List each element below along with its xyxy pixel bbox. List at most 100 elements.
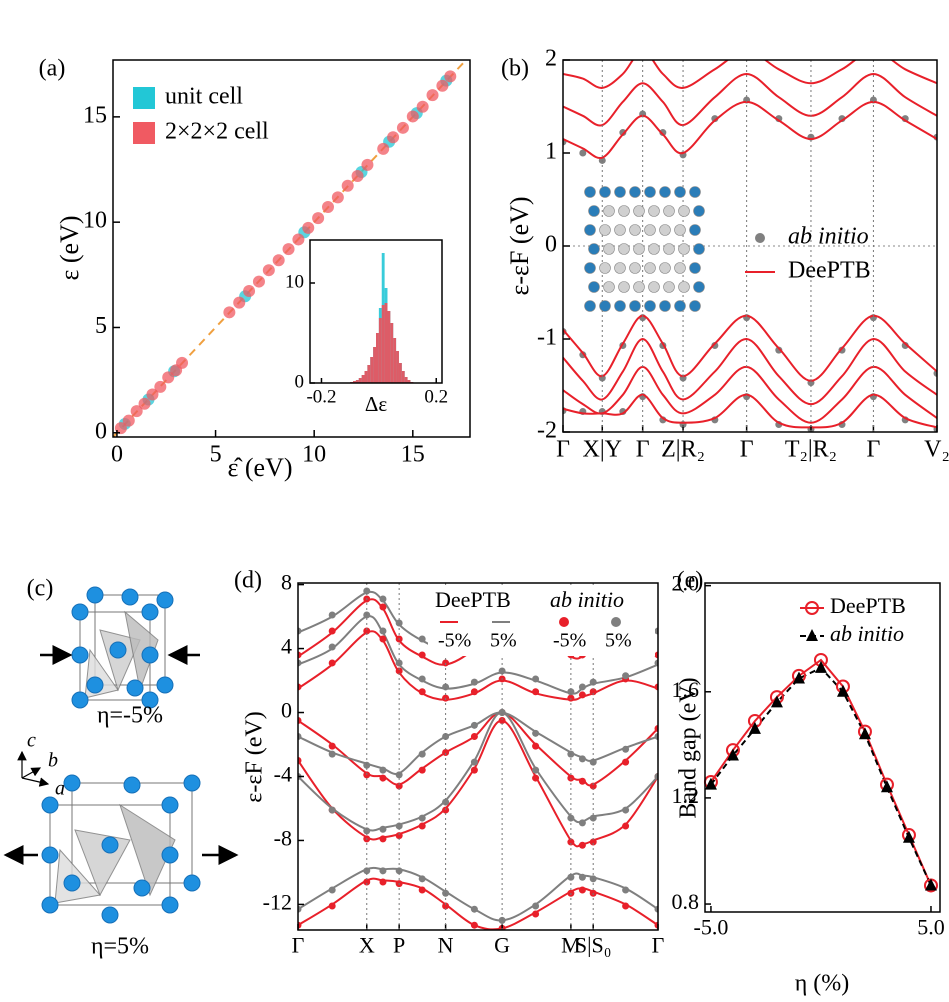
band-line (298, 877, 658, 930)
x-tick-label: 10 (302, 442, 326, 468)
atom (584, 224, 596, 236)
legend-label: DeePTB (788, 258, 871, 284)
point (880, 780, 893, 793)
band-dot (532, 766, 540, 774)
series-line (710, 666, 932, 886)
panel-c: (c) η=-5% c b a (3, 576, 239, 960)
legend-label: -5% (553, 630, 586, 652)
band-dot (838, 346, 846, 354)
point (806, 629, 818, 641)
band-dot (395, 667, 403, 675)
band-dot (418, 814, 426, 822)
x-tick-label: Γ (652, 933, 665, 958)
band-dot (298, 921, 302, 929)
x-tick-label: -5.0 (694, 915, 729, 940)
band-dot (470, 733, 478, 741)
atom (689, 300, 701, 312)
y-tick-label: 2.0 (672, 571, 700, 596)
band-dot (328, 611, 336, 619)
y-tick-label: -4 (274, 762, 292, 787)
band-dot (379, 635, 387, 643)
legend-label: DeePTB (830, 593, 906, 618)
band-dot (654, 725, 658, 733)
band-dot (622, 822, 630, 830)
panel-label: (e) (677, 568, 704, 594)
band-dot (654, 905, 658, 913)
band-dot (395, 822, 403, 830)
atom (618, 243, 630, 255)
band-dot (775, 346, 783, 354)
x-tick-label: X (359, 933, 375, 958)
point (321, 201, 334, 214)
band-line (563, 393, 937, 429)
band-dot (532, 729, 540, 737)
band-dot (328, 750, 336, 758)
band-dot (654, 627, 658, 635)
point (282, 243, 295, 256)
atom (674, 300, 686, 312)
point (396, 121, 409, 134)
band-dot (395, 867, 403, 875)
atom (618, 281, 630, 293)
panel-label: (b) (501, 56, 529, 82)
x-axis-label: ε̂ (eV) (227, 453, 292, 482)
hist-bar (407, 380, 411, 383)
point (387, 131, 400, 144)
y-tick-label: 5 (95, 313, 107, 339)
axis-name: c (27, 730, 36, 752)
point (122, 414, 135, 427)
x-tick-label: -0.2 (306, 387, 336, 408)
atom (588, 243, 600, 255)
band-dot (567, 688, 575, 696)
band-dot (578, 691, 586, 699)
frame (112, 59, 471, 438)
point (426, 89, 439, 102)
y-tick-label: 0 (545, 232, 557, 258)
band-dot (470, 688, 478, 696)
band-dot (498, 667, 506, 675)
band-dot (654, 659, 658, 667)
band-dot (379, 774, 387, 782)
atom (674, 186, 686, 198)
band-dot (379, 835, 387, 843)
point (436, 79, 449, 92)
band-dot (379, 825, 387, 833)
atom (644, 224, 656, 236)
point (243, 285, 256, 298)
band-dot (298, 651, 302, 659)
band-dot (654, 921, 658, 929)
band-dot (328, 886, 336, 894)
point (262, 264, 275, 277)
x-axis-label: Δε (365, 392, 388, 416)
y-tick-label: 0 (281, 698, 292, 723)
atom (663, 243, 675, 255)
atom (584, 262, 596, 274)
legend-label: ab initio (830, 621, 904, 646)
y-axis-label: Band gap (eV) (676, 677, 702, 818)
hist-bar (401, 371, 405, 383)
band-dot (654, 651, 658, 659)
legend-label: ab initio (788, 224, 869, 250)
point (331, 191, 344, 204)
panel-label: (c) (27, 576, 54, 602)
point (814, 660, 827, 673)
hist-bar (358, 378, 362, 383)
band-dot (470, 721, 478, 729)
band-dot (418, 688, 426, 696)
hist-bar (361, 375, 365, 383)
atom (693, 281, 705, 293)
band-dot (654, 733, 658, 741)
band-dot (711, 342, 719, 350)
y-axis-label: ε-εF (eV) (242, 711, 268, 802)
band-dot (298, 717, 302, 725)
band-dot (532, 774, 540, 782)
point (805, 601, 819, 615)
band-line (563, 337, 937, 406)
hist-bar (370, 357, 374, 383)
band-line (563, 100, 937, 160)
band-dot (578, 841, 586, 849)
band-dot (589, 782, 597, 790)
point (924, 878, 937, 891)
x-axis-label: η (%) (795, 971, 850, 997)
point (704, 777, 717, 790)
